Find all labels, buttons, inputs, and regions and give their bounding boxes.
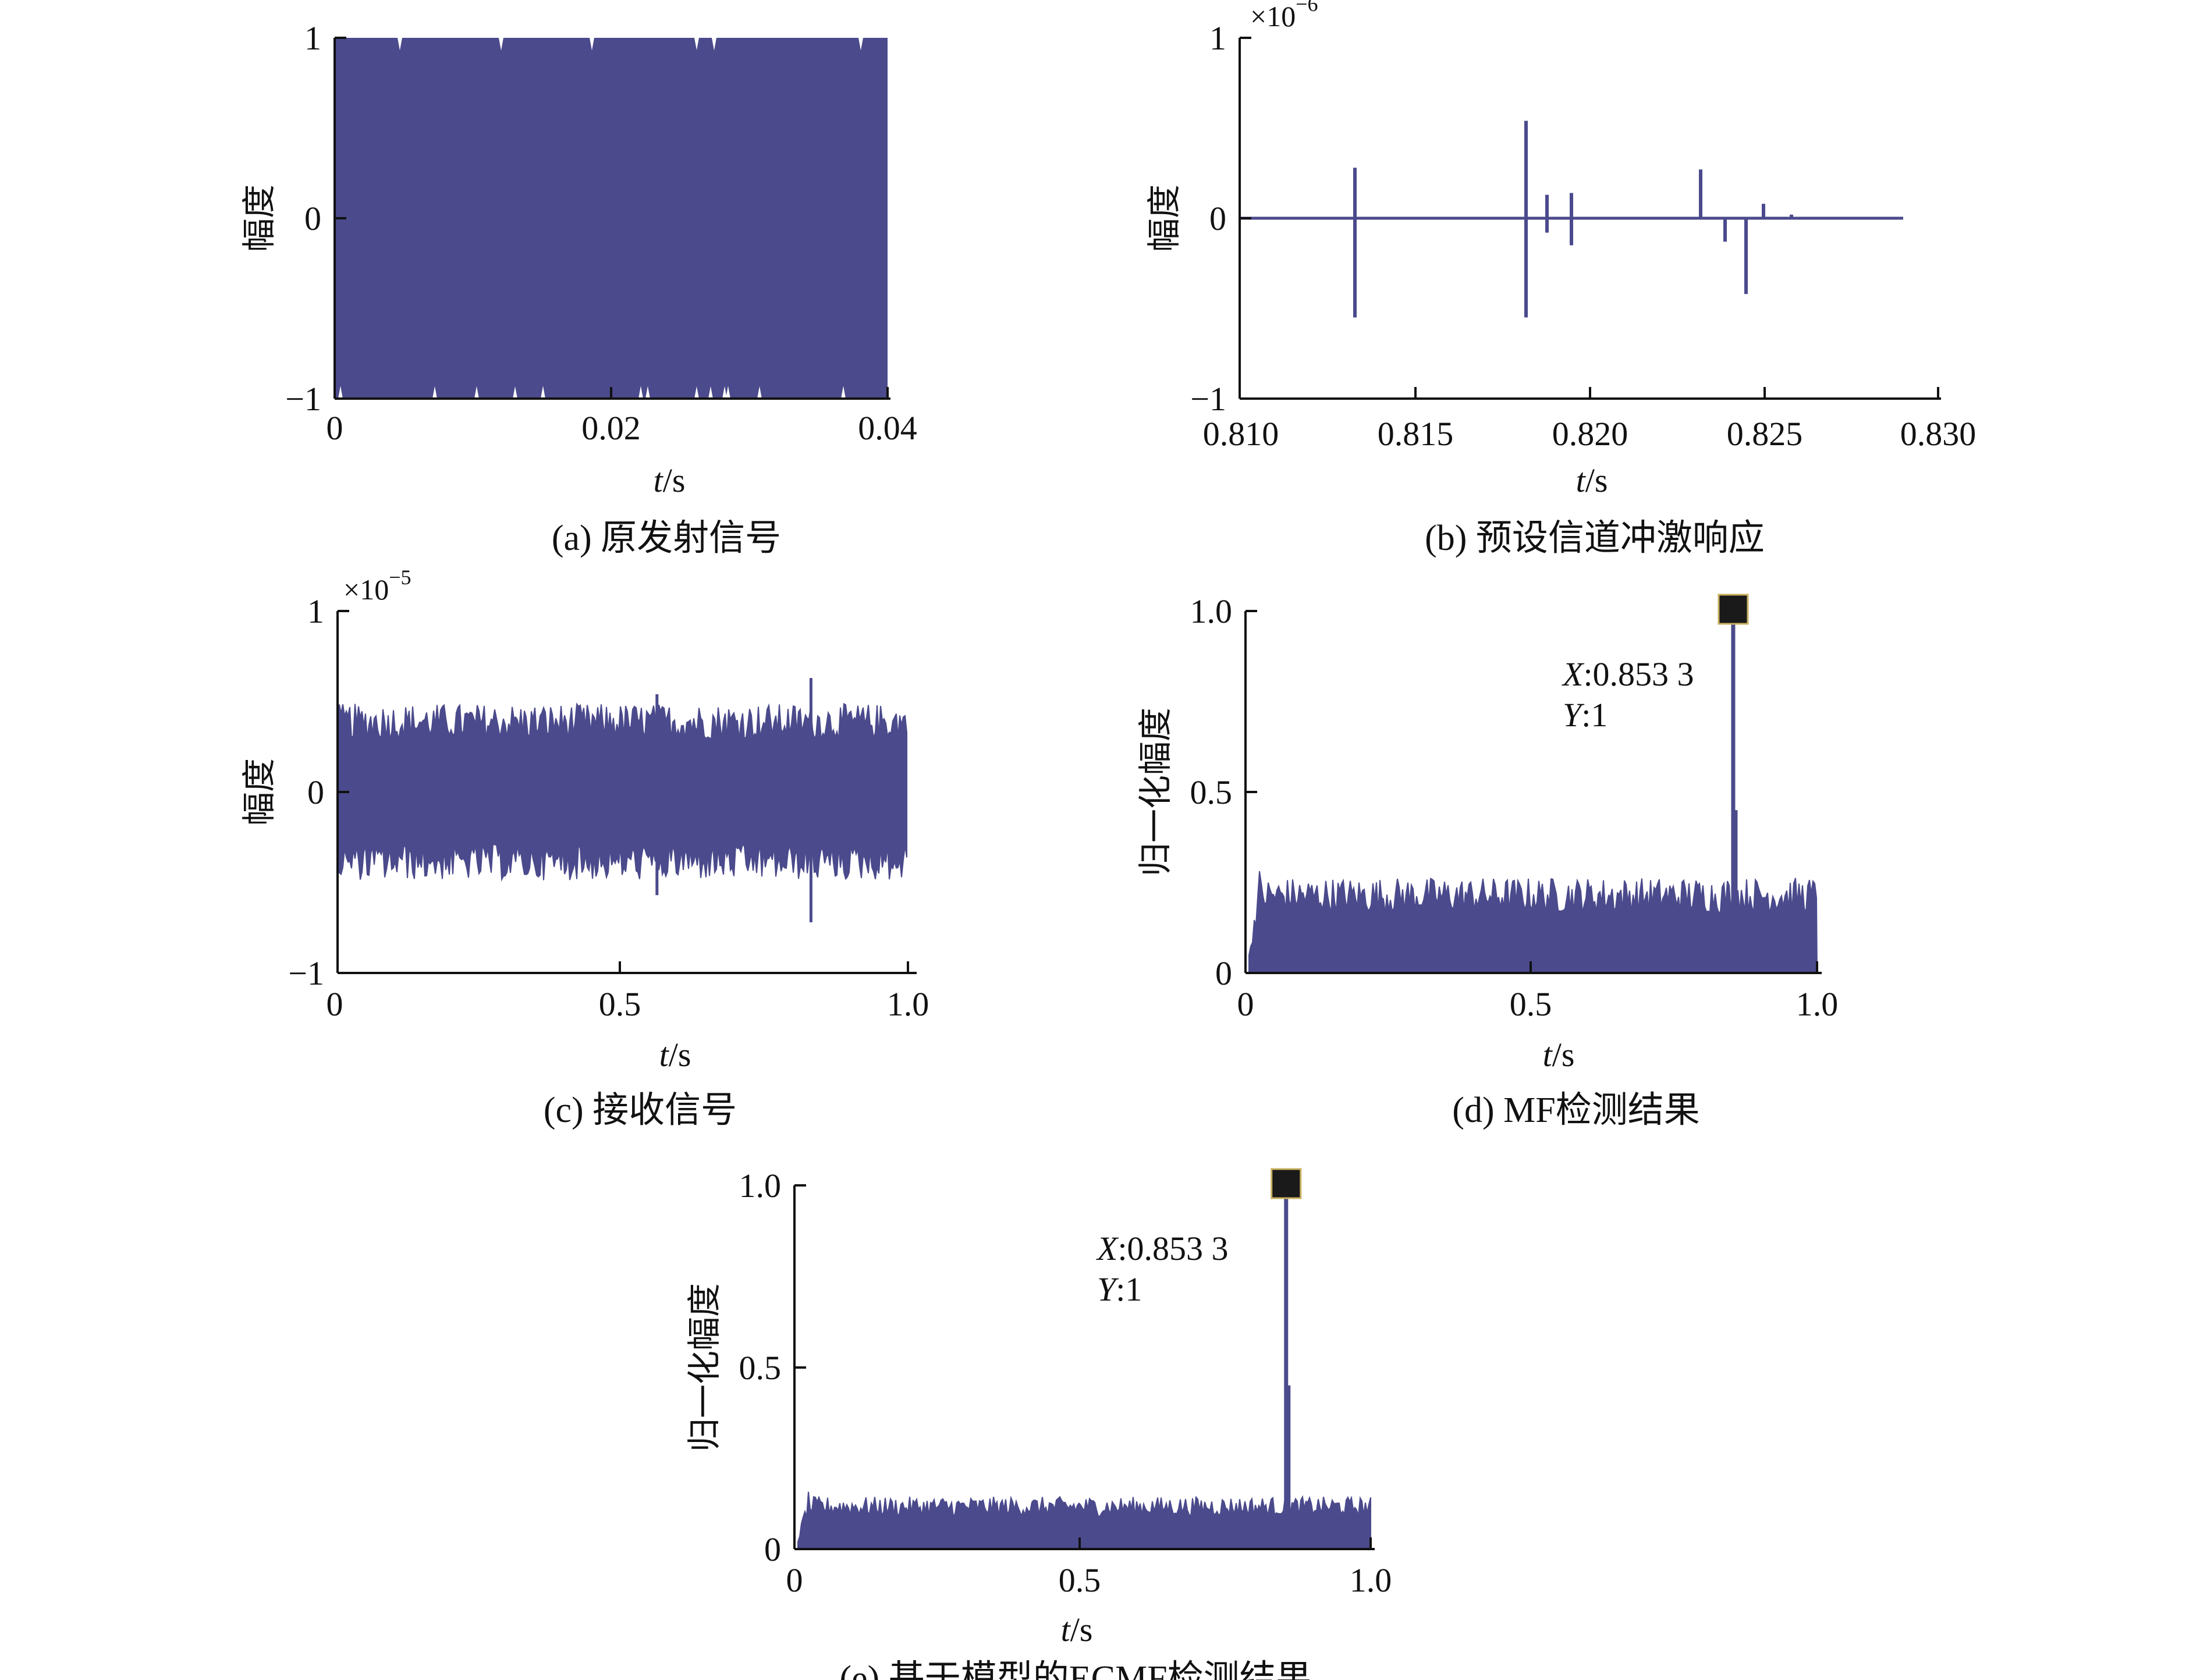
panel-b-xtick-label: 0.825: [1727, 415, 1803, 453]
datatip-marker: [1718, 594, 1749, 625]
panel-e-ytick-label: 0.5: [739, 1349, 782, 1387]
panel-c-ytick-label: −1: [288, 954, 324, 992]
panel-a: 1 0 −1 0 0.02 0.04 t/s 幅度 (a) 原发射信号: [240, 19, 917, 558]
panel-a-caption: (a) 原发射信号: [552, 518, 781, 558]
panel-b-caption: (b) 预设信道冲激响应: [1425, 518, 1765, 558]
panel-c-xtick-label: 0.5: [599, 985, 641, 1023]
panel-d-xtick-label: 0.5: [1510, 985, 1552, 1023]
panel-c-ytick-label: 0: [307, 773, 324, 811]
panel-c-xtick-label: 0: [327, 985, 343, 1023]
noise-band: [337, 702, 907, 882]
panel-d-xtick-label: 0: [1237, 985, 1254, 1023]
panel-d-signal: [1248, 594, 1818, 974]
detection-noise: [1248, 871, 1818, 974]
panel-c: ×10−5 1 0 −1 0 0.5 1.0 t/s 幅度 (c) 接收信号: [240, 566, 929, 1130]
panel-c-caption: (c) 接收信号: [544, 1091, 737, 1130]
panel-b-ytick-label: −1: [1190, 380, 1226, 418]
panel-a-xtick-label: 0.04: [858, 409, 917, 447]
panel-d: 1.0 0.5 0 0 0.5 1.0 t/s 归一化幅度 X:0.853 3 …: [1137, 592, 1838, 1130]
panel-e-annotation-y: Y:1: [1097, 1270, 1142, 1308]
panel-d-ytick-label: 0: [1215, 954, 1232, 992]
panel-e-caption: (e) 基于模型的ECMF检测结果: [839, 1659, 1311, 1680]
signal-fill: [335, 38, 888, 399]
panel-c-signal: [337, 678, 907, 922]
panel-d-ytick-label: 1.0: [1190, 592, 1233, 630]
panel-d-caption: (d) MF检测结果: [1452, 1091, 1699, 1130]
panel-e-xtick-label: 0.5: [1059, 1561, 1101, 1599]
panel-d-x-axis-label: t/s: [1543, 1036, 1575, 1074]
panel-a-ytick-label: 0: [304, 200, 321, 237]
panel-e-xtick-label: 1.0: [1350, 1561, 1392, 1599]
panel-d-annotation-y: Y:1: [1563, 696, 1608, 734]
panel-b-xtick-label: 0.810: [1203, 415, 1279, 453]
panel-b-ytick-label: 1: [1209, 19, 1226, 57]
panel-a-signal: [335, 38, 891, 399]
detection-noise: [797, 1491, 1371, 1550]
panel-c-xtick-label: 1.0: [887, 985, 929, 1023]
panel-e-annotation-x: X:0.853 3: [1096, 1230, 1229, 1267]
panel-c-y-axis-label: 幅度: [240, 758, 278, 826]
panel-d-y-axis-label: 归一化幅度: [1137, 708, 1174, 876]
panel-b-x-axis-label: t/s: [1576, 461, 1608, 499]
panel-e-x-axis-label: t/s: [1061, 1611, 1093, 1649]
panel-e-signal: [797, 1168, 1371, 1550]
panel-b-signal: [1240, 120, 1903, 318]
panel-a-y-axis-label: 幅度: [240, 184, 278, 252]
panel-a-x-axis-label: t/s: [654, 461, 686, 499]
panel-e-xtick-label: 0: [786, 1561, 803, 1599]
panel-e-ytick-label: 0: [764, 1530, 781, 1568]
panel-e-y-axis-label: 归一化幅度: [686, 1283, 723, 1452]
panel-e-ytick-label: 1.0: [739, 1167, 782, 1205]
panel-b-multiplier: ×10−6: [1250, 0, 1318, 33]
panel-a-xtick-label: 0: [327, 409, 343, 447]
panel-d-xtick-label: 1.0: [1796, 985, 1839, 1023]
panel-b-xtick-label: 0.815: [1378, 415, 1454, 453]
panel-c-ytick-label: 1: [307, 592, 324, 630]
panel-c-multiplier: ×10−5: [343, 566, 411, 606]
panel-a-xtick-label: 0.02: [581, 409, 641, 447]
panel-b-y-axis-label: 幅度: [1145, 184, 1183, 252]
panel-a-ytick-label: −1: [285, 380, 321, 418]
panel-b-xtick-label: 0.830: [1900, 415, 1977, 453]
panel-a-ytick-label: 1: [304, 19, 321, 57]
panel-e: 1.0 0.5 0 0 0.5 1.0 t/s 归一化幅度 X:0.853 3 …: [686, 1167, 1392, 1680]
panel-d-ytick-label: 0.5: [1190, 773, 1233, 811]
panel-b: ×10−6 1 0 −1 0.810 0.815 0.820 0.825 0.8…: [1145, 0, 1976, 558]
panel-c-x-axis-label: t/s: [659, 1036, 691, 1074]
panel-d-annotation-x: X:0.853 3: [1562, 655, 1694, 693]
panel-b-xtick-label: 0.820: [1552, 415, 1628, 453]
panel-b-ytick-label: 0: [1209, 200, 1226, 237]
datatip-marker: [1271, 1168, 1302, 1199]
